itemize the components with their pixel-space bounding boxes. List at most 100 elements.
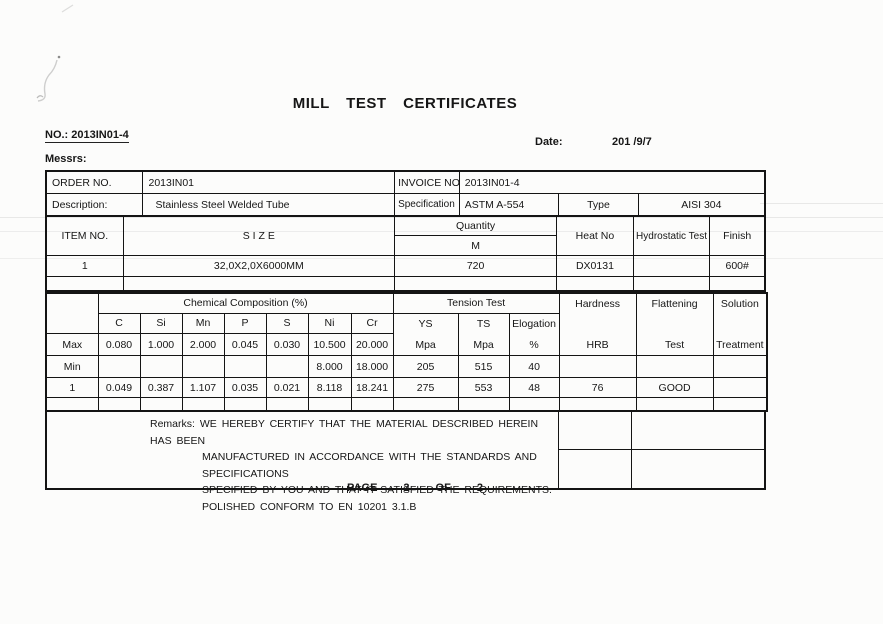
remarks-line: SPECIFIED BY YOU AND THAT IT SATISFIED T… bbox=[202, 484, 552, 496]
empty-cell bbox=[508, 397, 560, 411]
col-header-p: P bbox=[223, 312, 267, 335]
quantity-unit: M bbox=[471, 239, 480, 252]
description-row: Description: Stainless Steel Welded Tube… bbox=[47, 194, 764, 217]
date-value: 201 /9/7 bbox=[612, 136, 652, 148]
col-header-ni: Ni bbox=[307, 312, 352, 335]
page-footer: PAGE 2 OF 2 bbox=[0, 482, 830, 494]
item1-ts: 553 bbox=[457, 377, 510, 398]
elongation-label: Elogation bbox=[512, 317, 556, 330]
min-hardness bbox=[558, 355, 637, 378]
empty-cell bbox=[710, 277, 764, 290]
min-elongation: 40 bbox=[508, 355, 560, 378]
item-no-value: 1 bbox=[47, 256, 124, 276]
empty-cell bbox=[223, 397, 267, 411]
item1-hardness: 76 bbox=[558, 377, 637, 398]
invoice-no-value: 2013IN01-4 bbox=[464, 176, 520, 189]
description-value: Stainless Steel Welded Tube bbox=[143, 194, 396, 215]
row-label-1: 1 bbox=[45, 377, 99, 398]
row-label-min: Min bbox=[45, 355, 99, 378]
footer-of-label: OF bbox=[435, 482, 451, 494]
hardness-unit: HRB bbox=[586, 339, 609, 351]
item1-p: 0.035 bbox=[223, 377, 267, 398]
messrs-label: Messrs: bbox=[45, 153, 87, 165]
col-header-c: C bbox=[97, 312, 141, 335]
empty-cell bbox=[139, 397, 183, 411]
order-info-table: ORDER NO. 2013IN01 INVOICE NO. 2013IN01-… bbox=[45, 170, 766, 292]
item1-flattening: GOOD bbox=[635, 377, 714, 398]
empty-cell bbox=[265, 397, 309, 411]
item1-elongation: 48 bbox=[508, 377, 560, 398]
hardness-header: Hardness HRB bbox=[558, 292, 637, 356]
order-no-label: ORDER NO. bbox=[47, 172, 144, 193]
description-label: Description: bbox=[47, 194, 144, 215]
empty-cell bbox=[395, 277, 558, 290]
chemical-composition-header: Chemical Composition (%) bbox=[97, 292, 394, 314]
min-cr: 18.000 bbox=[350, 355, 394, 378]
specification-value: ASTM A-554 bbox=[460, 194, 560, 215]
col-header-s: S bbox=[265, 312, 309, 335]
col-header-cr: Cr bbox=[350, 312, 394, 335]
size-value: 32,0X2,0X6000MM bbox=[124, 256, 396, 276]
scan-artifact-line bbox=[0, 217, 883, 218]
solution-sub: Treatment bbox=[716, 339, 764, 351]
specification-label: Specification bbox=[395, 194, 460, 215]
quantity-label: Quantity bbox=[395, 217, 557, 236]
item-1-row: 1 0.049 0.387 1.107 0.035 0.021 8.118 18… bbox=[45, 377, 768, 398]
item-no-header: ITEM NO. bbox=[47, 217, 124, 255]
element-header-row: C Si Mn P S Ni Cr YS Mpa TS Mpa El bbox=[46, 312, 767, 356]
pen-mark bbox=[36, 55, 61, 102]
empty-cell bbox=[457, 397, 510, 411]
remarks-line: POLISHED CONFORM TO EN 10201 3.1.B bbox=[202, 500, 417, 513]
min-ys: 205 bbox=[392, 355, 459, 378]
finish-header: Finish bbox=[723, 230, 752, 242]
date-label: Date: bbox=[535, 136, 563, 148]
finish-value: 600# bbox=[725, 260, 749, 272]
max-p: 0.045 bbox=[223, 333, 267, 356]
empty-cell bbox=[559, 412, 631, 450]
empty-cell bbox=[634, 277, 711, 290]
max-ni: 10.500 bbox=[307, 333, 352, 356]
type-label: Type bbox=[559, 194, 639, 215]
page-title: MILL TEST CERTIFICATES bbox=[292, 95, 518, 112]
min-p bbox=[223, 355, 267, 378]
item1-ni: 8.118 bbox=[307, 377, 352, 398]
min-ts: 515 bbox=[457, 355, 510, 378]
max-si: 1.000 bbox=[139, 333, 183, 356]
remarks-section: Remarks: WE HEREBY CERTIFY THAT THE MATE… bbox=[45, 412, 766, 513]
invoice-no-label: INVOICE NO. bbox=[395, 172, 460, 193]
scan-artifact-line bbox=[760, 203, 883, 204]
empty-cell bbox=[45, 292, 99, 335]
row-label-max: Max bbox=[45, 333, 99, 356]
group-header-row: Chemical Composition (%) Tension Test Ha… bbox=[45, 292, 768, 356]
min-s bbox=[265, 355, 309, 378]
empty-cell bbox=[97, 397, 141, 411]
footer-page-label: PAGE bbox=[347, 482, 378, 494]
ys-label: YS bbox=[418, 317, 433, 330]
scan-artifact-line bbox=[0, 231, 883, 232]
min-solution bbox=[712, 355, 768, 378]
remarks-line: WE HEREBY CERTIFY THAT THE MATERIAL DESC… bbox=[150, 418, 539, 447]
ts-header: TS Mpa bbox=[457, 312, 510, 356]
tension-test-header: Tension Test bbox=[392, 292, 560, 314]
item-header-row: ITEM NO. S I Z E Quantity M Heat No Hydr… bbox=[47, 217, 764, 256]
empty-cell bbox=[631, 412, 764, 450]
max-c: 0.080 bbox=[97, 333, 141, 356]
empty-cell bbox=[307, 397, 352, 411]
empty-cell bbox=[124, 277, 396, 290]
hydrostatic-test-value bbox=[634, 256, 711, 276]
empty-cell bbox=[350, 397, 394, 411]
empty-cell bbox=[558, 397, 637, 411]
max-mn: 2.000 bbox=[181, 333, 225, 356]
max-row: Max 0.080 1.000 2.000 0.045 0.030 10.500… bbox=[45, 333, 767, 356]
item1-c: 0.049 bbox=[97, 377, 141, 398]
remarks-right-column bbox=[631, 412, 764, 488]
remarks-line: MANUFACTURED IN ACCORDANCE WITH THE STAN… bbox=[202, 451, 537, 480]
heat-no-header: Heat No bbox=[557, 217, 634, 255]
scan-artifact-line bbox=[0, 258, 883, 259]
order-no-value: 2013IN01 bbox=[143, 172, 396, 193]
ts-unit: Mpa bbox=[473, 338, 494, 351]
empty-cell bbox=[635, 397, 714, 411]
item-data-row: 1 32,0X2,0X6000MM 720 DX0131 600# bbox=[47, 256, 764, 277]
min-si bbox=[139, 355, 183, 378]
min-ni: 8.000 bbox=[307, 355, 352, 378]
